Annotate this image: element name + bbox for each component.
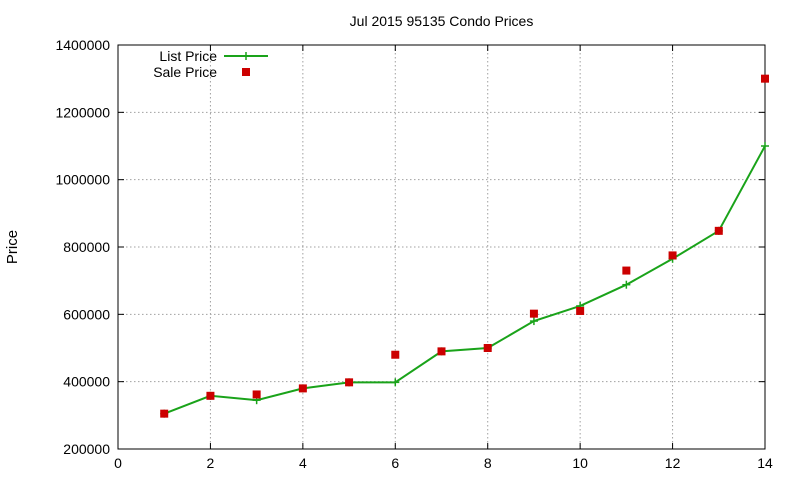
x-tick-label: 0 — [114, 455, 122, 471]
legend-symbol-list-price — [242, 52, 250, 60]
legend-symbols — [224, 52, 268, 76]
x-tick-label: 2 — [207, 455, 215, 471]
series-layer — [160, 74, 769, 418]
legend-label-sale-price: Sale Price — [153, 64, 217, 80]
sale-price-point — [529, 309, 538, 318]
list-price-point — [529, 317, 538, 326]
legend-symbol-sale-price — [242, 68, 250, 76]
sale-price-point — [160, 409, 169, 418]
sale-price-point — [483, 344, 492, 352]
sale-price-point — [622, 266, 631, 275]
y-tick-label: 1000000 — [55, 172, 110, 188]
sale-price-point — [668, 251, 677, 260]
y-tick-label: 1200000 — [55, 104, 110, 120]
sale-price-point — [714, 226, 723, 235]
y-tick-labels: 200000 400000 600000 800000 1000000 1200000 14… — [55, 37, 110, 457]
x-tick-label: 12 — [665, 455, 681, 471]
legend: List Price Sale Price — [153, 48, 268, 80]
y-tick-label: 400000 — [63, 374, 110, 390]
list-price-line — [163, 145, 766, 415]
sale-price-point — [206, 391, 215, 400]
x-tick-label: 6 — [391, 455, 399, 471]
list-price-point — [622, 280, 631, 289]
list-price-point — [761, 142, 769, 150]
sale-price-point — [252, 390, 261, 399]
y-tick-label: 800000 — [63, 239, 110, 255]
y-tick-label: 600000 — [63, 306, 110, 322]
grid — [118, 45, 765, 449]
sale-price-point — [391, 350, 400, 359]
sale-price-point — [761, 74, 769, 83]
legend-label-list-price: List Price — [159, 48, 217, 64]
x-tick-label: 14 — [757, 455, 773, 471]
sale-price-point — [437, 347, 446, 356]
chart-title: Jul 2015 95135 Condo Prices — [350, 13, 534, 29]
y-tick-label: 1400000 — [55, 37, 110, 53]
x-tick-labels: 0 2 4 6 8 10 12 14 — [114, 455, 773, 471]
x-tick-label: 8 — [484, 455, 492, 471]
y-tick-label: 200000 — [63, 441, 110, 457]
y-axis-label: Price — [4, 230, 21, 264]
x-tick-label: 10 — [572, 455, 588, 471]
sale-price-point — [345, 378, 354, 387]
sale-price-point — [576, 306, 585, 315]
axis-ticks — [117, 44, 766, 450]
sale-price-point — [298, 384, 307, 393]
x-tick-label: 4 — [299, 455, 307, 471]
list-price-point — [391, 378, 400, 387]
